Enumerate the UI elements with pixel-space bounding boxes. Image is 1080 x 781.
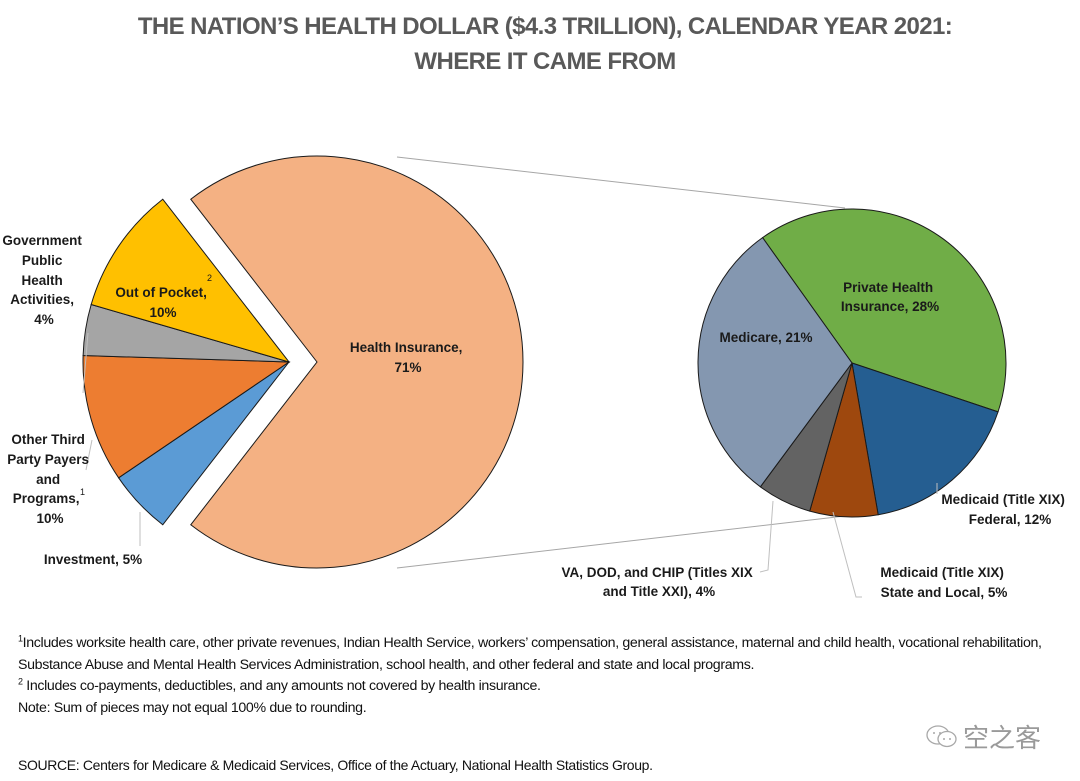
footnote-1: 1Includes worksite health care, other pr… bbox=[18, 633, 1042, 673]
label-medicaid-federal: Medicaid (Title XIX) Federal, 12% bbox=[941, 492, 1068, 527]
slice-medicaid-federal bbox=[851, 362, 999, 516]
watermark-text: 空之客 bbox=[963, 724, 1042, 754]
slice-out-of-pocket bbox=[90, 198, 291, 363]
detail-pie bbox=[697, 208, 1007, 518]
label-va-dod-chip: VA, DOD, and CHIP (Titles XIX and Title … bbox=[561, 565, 756, 599]
label-gov-public-health: Government Public Health Activities, 4% bbox=[2, 233, 85, 327]
slice-private-health-insurance bbox=[761, 208, 1007, 413]
slice-medicare bbox=[697, 236, 853, 488]
chat-bubble-icon bbox=[926, 724, 957, 747]
footnote-mark-2: 2 bbox=[207, 273, 212, 283]
leader-line-medicaid-state bbox=[832, 511, 862, 598]
label-other-third-party: Other Third Party Payers and Programs, 1… bbox=[7, 432, 93, 526]
connector-line-top bbox=[396, 156, 846, 209]
connector-line-bottom bbox=[396, 515, 846, 569]
leader-line-gov bbox=[82, 332, 89, 394]
footnotes: 1Includes worksite health care, other pr… bbox=[18, 633, 1068, 719]
label-health-insurance: Health Insurance, 71% bbox=[350, 340, 466, 375]
slice-health-insurance bbox=[190, 155, 524, 569]
footnote-mark-1: 1 bbox=[80, 487, 85, 497]
label-investment: Investment, 5% bbox=[44, 552, 142, 567]
label-medicaid-state-local: Medicaid (Title XIX) State and Local, 5% bbox=[880, 565, 1007, 600]
slice-other-third-party bbox=[82, 355, 291, 479]
chart-subtitle: WHERE IT CAME FROM bbox=[414, 48, 676, 75]
source-note: SOURCE: Centers for Medicare & Medicaid … bbox=[18, 757, 653, 773]
watermark: 空之客 bbox=[925, 718, 1041, 755]
leader-line-va bbox=[759, 500, 774, 573]
chart-title: THE NATION’S HEALTH DOLLAR ($4.3 TRILLIO… bbox=[137, 13, 953, 40]
leader-line-other-third bbox=[85, 439, 93, 471]
label-medicare: Medicare, 21% bbox=[719, 330, 812, 345]
rounding-note: Note: Sum of pieces may not equal 100% d… bbox=[18, 699, 367, 716]
label-out-of-pocket: Out of Pocket, 10% bbox=[115, 285, 210, 320]
main-pie bbox=[82, 155, 524, 569]
label-private-health-insurance: Private Health Insurance, 28% bbox=[841, 280, 939, 314]
footnote-2: 2 Includes co-payments, deductibles, and… bbox=[18, 676, 541, 694]
